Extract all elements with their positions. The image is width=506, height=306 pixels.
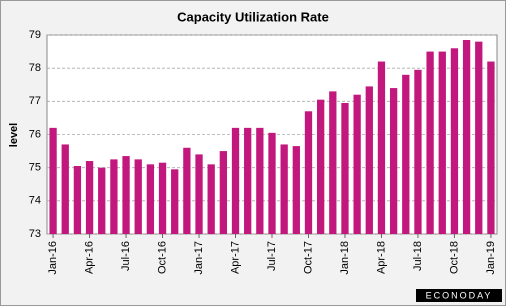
- bar: [280, 144, 288, 234]
- bar: [98, 167, 106, 234]
- x-tick-label: Jan-18: [339, 241, 351, 275]
- bar: [85, 161, 94, 234]
- chart-title: Capacity Utilization Rate: [177, 9, 329, 24]
- bar: [73, 166, 82, 234]
- bar: [329, 91, 337, 234]
- bar: [231, 127, 240, 234]
- bar: [389, 88, 398, 234]
- bar: [365, 86, 373, 235]
- bar: [438, 51, 446, 235]
- bar: [341, 102, 349, 234]
- bar: [353, 94, 361, 234]
- bar: [256, 127, 264, 234]
- y-tick-label: 79: [29, 29, 41, 41]
- bar: [122, 156, 130, 234]
- logo-box: [416, 289, 502, 302]
- y-tick-label: 76: [29, 128, 41, 140]
- bar: [414, 69, 422, 234]
- x-tick-label: Jul-16: [120, 241, 132, 271]
- x-tick-label: Jul-18: [412, 241, 424, 271]
- bar: [110, 159, 118, 234]
- y-tick-label: 78: [29, 62, 41, 74]
- bar: [426, 51, 434, 235]
- y-tick-label: 73: [29, 228, 41, 240]
- bar: [244, 127, 252, 234]
- y-axis-label: level: [8, 123, 20, 147]
- bar: [475, 41, 483, 235]
- bar: [268, 132, 276, 234]
- bar: [487, 61, 495, 235]
- bar: [146, 164, 155, 234]
- bar: [134, 159, 142, 234]
- x-tick-label: Jan-16: [47, 241, 59, 275]
- bar: [158, 162, 167, 234]
- bar: [207, 164, 215, 234]
- x-tick-label: Jan-17: [193, 241, 205, 275]
- y-tick-label: 75: [29, 162, 41, 174]
- bar: [195, 154, 203, 234]
- bar: [292, 146, 300, 234]
- y-tick-label: 74: [29, 195, 41, 207]
- bar: [61, 144, 69, 234]
- y-tick-label: 77: [29, 95, 41, 107]
- bar: [183, 147, 191, 234]
- logo: ECONODAY: [426, 290, 493, 300]
- x-tick-label: Apr-17: [229, 241, 241, 274]
- x-tick-label: Apr-16: [83, 241, 95, 274]
- x-tick-label: Apr-18: [375, 241, 387, 274]
- bar: [462, 39, 471, 234]
- bar: [402, 74, 410, 234]
- bar: [317, 99, 325, 234]
- bar: [219, 151, 227, 234]
- bar: [49, 127, 57, 234]
- x-tick-label: Oct-17: [302, 241, 314, 274]
- bar: [377, 61, 386, 235]
- x-tick-label: Jan-19: [485, 241, 497, 275]
- bar: [304, 111, 313, 234]
- x-tick-label: Oct-16: [156, 241, 168, 274]
- x-tick-label: Jul-17: [266, 241, 278, 271]
- bar: [171, 169, 179, 234]
- bar: [450, 48, 459, 235]
- x-tick-label: Oct-18: [448, 241, 460, 274]
